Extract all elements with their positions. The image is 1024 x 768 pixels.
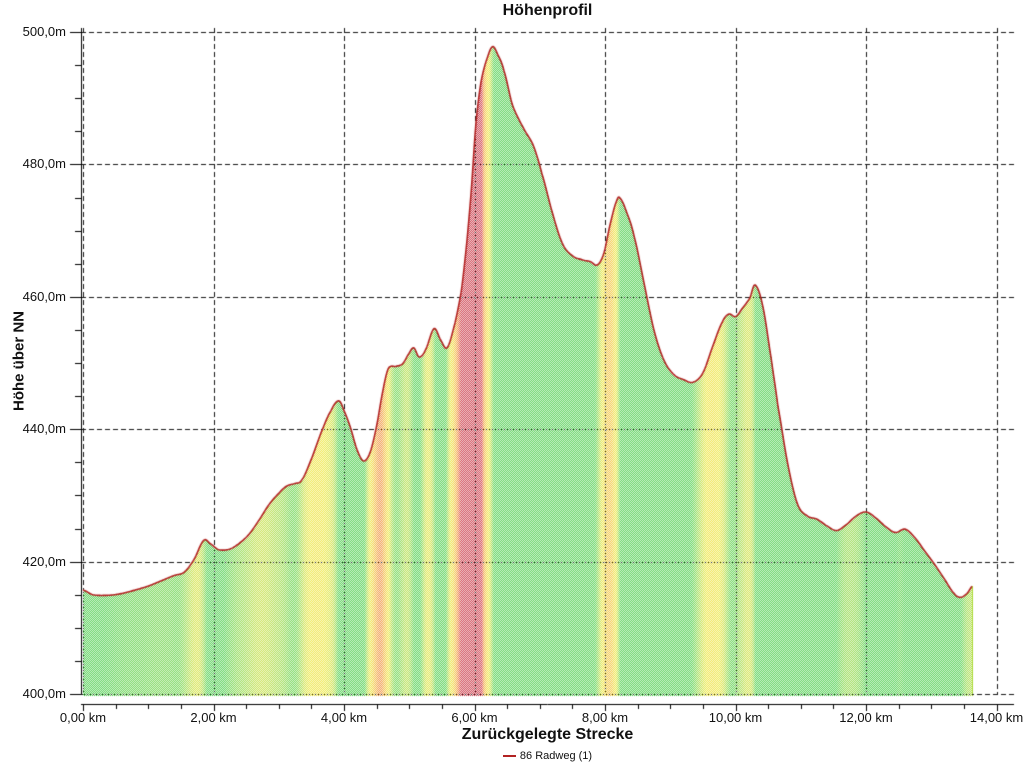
- x-tick-label: 4,00 km: [320, 710, 368, 725]
- x-tick-label: 2,00 km: [190, 710, 237, 725]
- x-axis-label: Zurückgelegte Strecke: [461, 726, 634, 743]
- y-tick-label: 480,0m: [22, 156, 66, 172]
- x-tick-label: 6,00 km: [451, 710, 498, 725]
- y-tick-label: 500,0m: [22, 24, 66, 39]
- y-tick-label: 400,0m: [22, 686, 66, 701]
- legend-item-label: 86 Radweg (1): [519, 750, 593, 762]
- x-tick-label: 10,00 km: [708, 710, 763, 725]
- y-tick-label: 420,0m: [22, 553, 66, 569]
- legend: 86 Radweg (1): [83, 750, 1012, 762]
- x-tick-label: 14,00 km: [969, 710, 1024, 725]
- y-tick-label: 440,0m: [22, 421, 66, 437]
- legend-line-marker: [502, 755, 516, 757]
- y-tick-label: 460,0m: [22, 288, 66, 304]
- x-tick-label: 0,00 km: [59, 710, 107, 725]
- y-axis-label: Höhe über NN: [10, 310, 28, 412]
- chart-title: Höhenprofil: [502, 2, 593, 19]
- x-tick-label: 12,00 km: [839, 710, 893, 725]
- x-tick-label: 8,00 km: [581, 710, 629, 725]
